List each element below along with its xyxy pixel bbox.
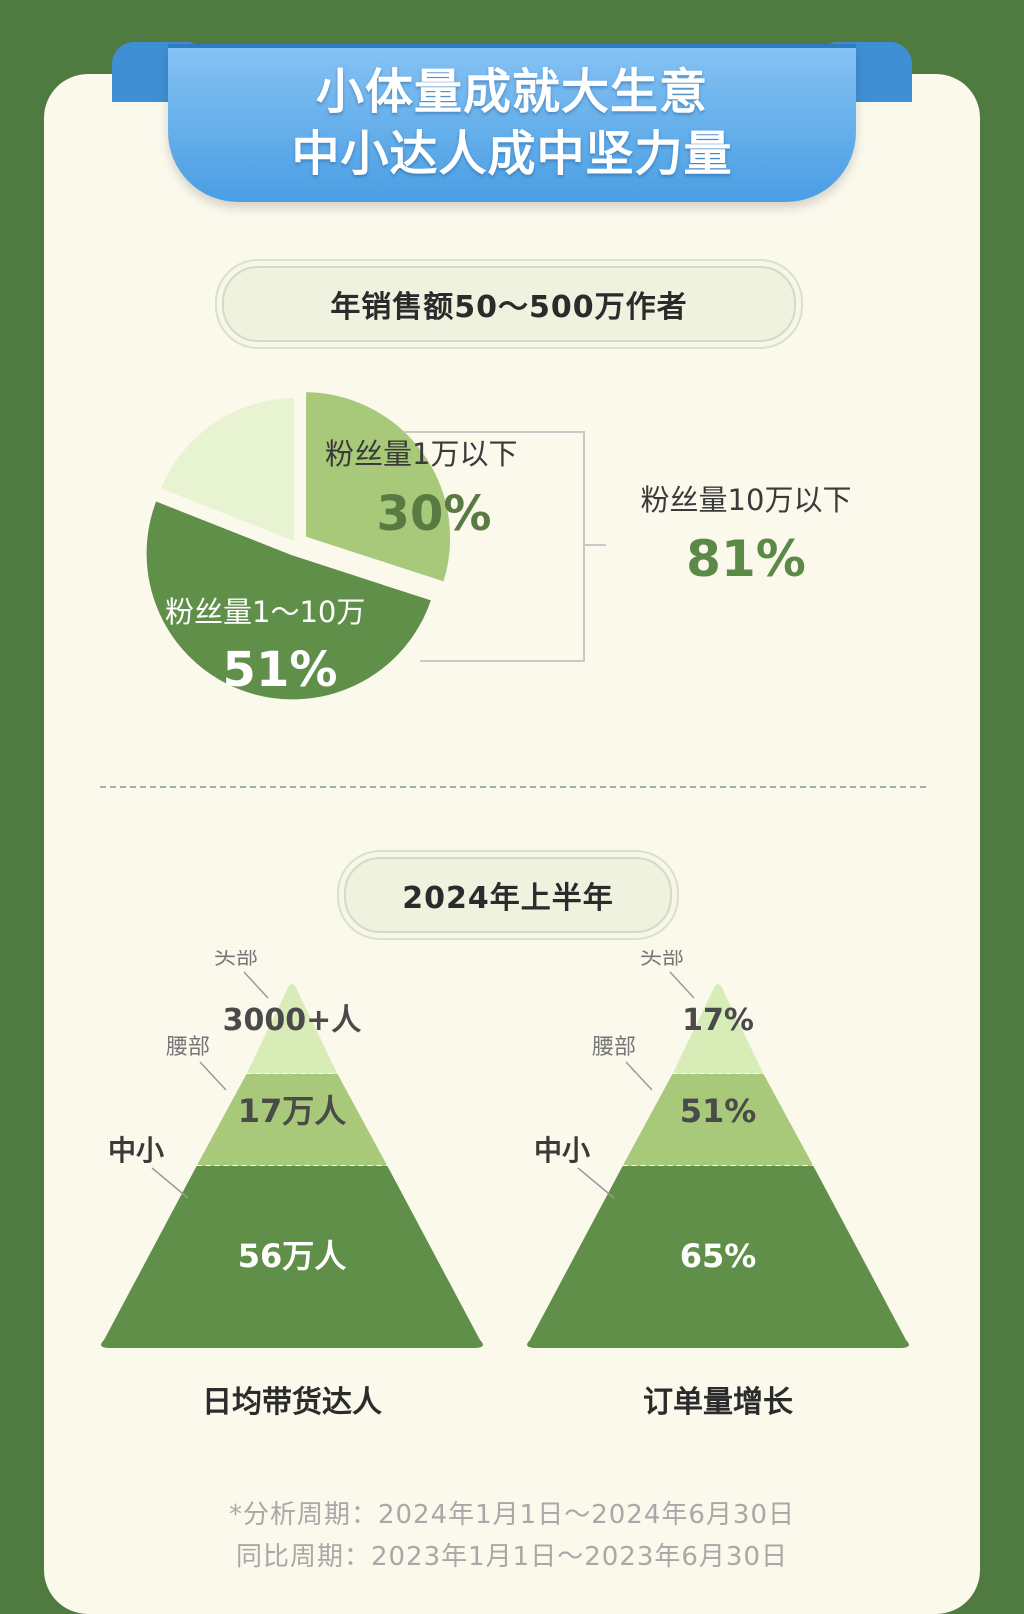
pyramid-0-value-2: 56万人 — [238, 1237, 347, 1275]
title-line-1: 小体量成就大生意 — [315, 64, 708, 120]
pyramid-0-tier-0: 头部 — [214, 950, 258, 970]
pyramid-section-pill: 2024年上半年 — [344, 857, 672, 933]
pyramid-0-value-0: 3000+人 — [223, 1003, 362, 1038]
slice-value-1: 51% — [223, 642, 338, 698]
pyramid-1-tier-2: 中小 — [534, 1134, 590, 1167]
footnote-line-1: *分析周期：2024年1月1日～2024年6月30日 — [228, 1500, 796, 1530]
slice-value-0: 30% — [377, 486, 492, 542]
pyramid-0-level-1 — [196, 1074, 388, 1166]
pyramid-0-tier-2: 中小 — [108, 1134, 164, 1167]
combined-value: 81% — [686, 530, 806, 588]
pie-slice-2 — [155, 393, 298, 547]
pie-slice-1 — [142, 496, 436, 704]
pie-section-pill: 年销售额50～500万作者 — [222, 266, 796, 342]
pyramid-1-tier-1: 腰部 — [592, 1035, 636, 1060]
pyramid-1-leader-2 — [577, 1167, 615, 1199]
pyramid-0-leader-2 — [151, 1167, 189, 1199]
pyramid-1-level-2 — [527, 1166, 909, 1348]
pie-chart: 粉丝量1万以下 30% 粉丝量1～10万 51% 粉丝量10万以下 81% — [142, 388, 852, 704]
pyramid-0-caption: 日均带货达人 — [202, 1385, 382, 1420]
pyramid-0-level-0 — [246, 984, 338, 1074]
section-divider — [100, 786, 926, 788]
pyramid-1-value-2: 65% — [680, 1237, 757, 1275]
footnote-line-2: 同比周期：2023年1月1日～2023年6月30日 — [235, 1542, 789, 1572]
pyramid-0-leader-1 — [199, 1061, 227, 1091]
pyramid-1-value-1: 51% — [680, 1092, 757, 1130]
pyramid-0-leader-0 — [243, 971, 269, 999]
slice-label-1: 粉丝量1～10万 — [165, 595, 365, 629]
pie-bracket — [404, 431, 606, 662]
pyramid-1-caption: 订单量增长 — [643, 1385, 793, 1420]
title-line-2: 中小达人成中坚力量 — [291, 126, 733, 182]
pyramid-1-tier-0: 头部 — [640, 950, 684, 970]
pyramid-0-level-2 — [101, 1166, 483, 1348]
pyramid-0-tier-1: 腰部 — [166, 1035, 210, 1060]
title-banner: 小体量成就大生意 中小达人成中坚力量 — [168, 44, 856, 202]
pie-slice-0 — [302, 388, 455, 587]
pyramid-1-leader-1 — [625, 1061, 653, 1091]
pyramid-1-level-0 — [672, 984, 764, 1074]
pyramid-0-value-1: 17万人 — [238, 1092, 347, 1130]
slice-label-0: 粉丝量1万以下 — [325, 437, 517, 471]
pyramid-1-level-1 — [622, 1074, 814, 1166]
combined-label: 粉丝量10万以下 — [641, 483, 852, 517]
pyramid-1-value-0: 17% — [682, 1003, 754, 1038]
pyramid-1-leader-0 — [669, 971, 695, 999]
